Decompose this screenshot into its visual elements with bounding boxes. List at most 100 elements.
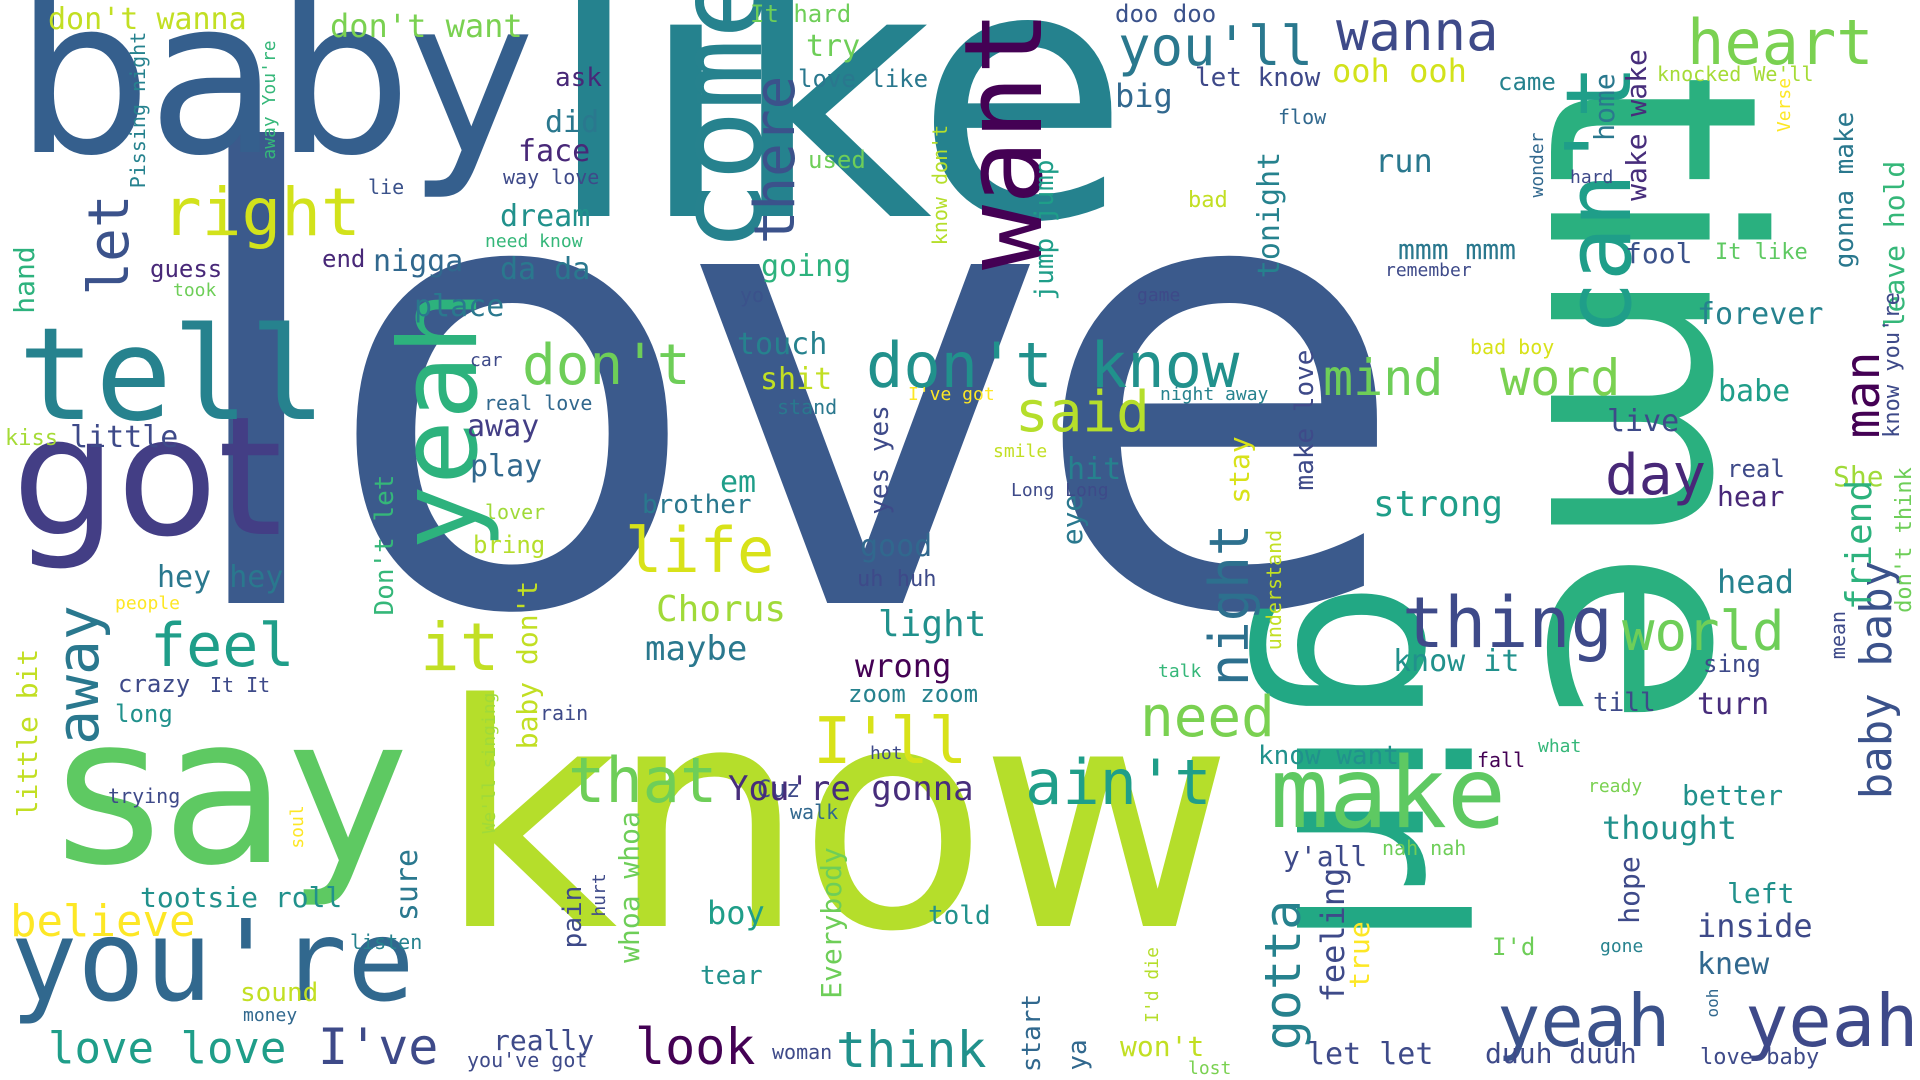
word-remember: remember: [1385, 260, 1472, 281]
word-ive-got: I've got: [908, 384, 995, 405]
word-yes-yes: yes yes: [865, 405, 895, 515]
word-hope: hope: [1613, 856, 1646, 924]
word-that: that: [568, 744, 718, 817]
word-wonder: wonder: [1527, 132, 1548, 198]
word-said: said: [1015, 380, 1150, 445]
word-smile: smile: [993, 441, 1048, 462]
word-doo-doo: doo doo: [1115, 0, 1217, 28]
word-away-1: away: [44, 605, 112, 745]
word-right: right: [162, 174, 361, 251]
word-duuh-duuh: duuh duuh: [1485, 1037, 1637, 1070]
word-lost: lost: [1188, 1058, 1232, 1079]
word-know-youre: know you're: [1880, 292, 1905, 438]
word-let-know: let know: [1195, 63, 1321, 93]
word-youre-gonna: You're gonna: [728, 769, 974, 809]
word-walk: walk: [790, 800, 839, 824]
word-word: word: [1500, 349, 1621, 407]
word-nah-nah: nah nah: [1382, 836, 1467, 860]
word-people: people: [115, 593, 181, 614]
word-used: used: [808, 146, 866, 174]
word-eye: eye: [1056, 494, 1089, 546]
word-uh-huh: uh huh: [857, 567, 937, 592]
word-ill: I'll: [813, 705, 968, 779]
word-heart: heart: [1687, 6, 1874, 79]
word-youll: you'll: [1118, 15, 1314, 78]
word-yeah-3: yeah: [1745, 979, 1919, 1063]
word-bad: bad: [1188, 188, 1228, 213]
word-fall: fall: [1477, 748, 1526, 772]
word-really: really: [493, 1024, 595, 1057]
word-dont-want: don't want: [330, 7, 523, 45]
word-brother: brother: [642, 490, 752, 520]
word-better: better: [1682, 779, 1784, 812]
word-ive: I've: [318, 1018, 439, 1076]
word-real-love: real love: [484, 391, 593, 415]
word-ooh: ooh: [1703, 988, 1722, 1018]
word-dont-let: Don't let: [370, 474, 400, 616]
word-say: say: [55, 673, 409, 911]
word-make-love: make love: [1290, 349, 1320, 491]
word-baby-dont: baby don't: [511, 580, 544, 750]
word-came: came: [1498, 68, 1556, 96]
word-know-dont: know don't: [928, 124, 952, 246]
word-mind: mind: [1323, 349, 1444, 407]
word-kiss: kiss: [5, 426, 58, 451]
word-youve-got: you've got: [467, 1048, 588, 1072]
word-understand: understand: [1262, 529, 1286, 651]
word-sure: sure: [390, 848, 425, 922]
word-turn: turn: [1697, 687, 1770, 722]
word-did: did: [545, 105, 600, 140]
word-youre: you're: [10, 897, 415, 1027]
word-big: big: [1115, 77, 1173, 115]
word-jump-jump: jump jump: [1030, 159, 1060, 301]
word-touch: touch: [737, 327, 828, 362]
word-gone: gone: [1600, 936, 1644, 957]
word-long: long: [115, 700, 173, 728]
word-love-love: love love: [48, 1023, 287, 1074]
word-know: know: [438, 639, 1233, 1000]
word-going: going: [761, 249, 852, 284]
word-em: em: [720, 465, 757, 500]
word-let: let: [77, 194, 142, 296]
word-id-die: I'd die: [1142, 947, 1163, 1023]
word-shit: shit: [760, 362, 833, 397]
word-baby: baby: [15, 0, 535, 203]
word-like: like: [545, 0, 1130, 299]
word-guess: guess: [150, 255, 223, 283]
word-yall: y'all: [1283, 840, 1368, 873]
word-tell: tell: [18, 301, 327, 450]
word-whoa-whoa: whoa whoa: [613, 811, 646, 963]
word-bring: bring: [473, 531, 546, 559]
word-knocked-well: knocked We'll: [1657, 62, 1814, 86]
word-it-it: It It: [210, 673, 271, 697]
word-car: car: [470, 350, 503, 371]
word-long-long: Long Long: [1011, 480, 1109, 501]
word-hear: hear: [1717, 480, 1785, 513]
word-away-2: away: [467, 409, 540, 444]
word-little-bit: little bit: [11, 648, 44, 818]
word-mmm-mmm: mmm mmm: [1398, 233, 1517, 266]
word-aint: ain't: [1025, 746, 1212, 819]
word-what: what: [1538, 736, 1582, 757]
word-dont-know: don't know: [866, 329, 1240, 402]
word-zoom-zoom: zoom zoom: [848, 680, 979, 708]
word-love: love: [170, 29, 1410, 750]
word-dont-think: don't think: [1892, 467, 1917, 613]
word-friend: friend: [1839, 479, 1880, 611]
word-flow: flow: [1278, 105, 1327, 129]
word-sound: sound: [240, 978, 319, 1008]
word-boy: boy: [707, 894, 765, 932]
word-fool: fool: [1625, 237, 1693, 270]
word-night-away: night away: [1160, 384, 1269, 405]
word-thought: thought: [1602, 809, 1737, 847]
word-life: life: [625, 514, 775, 587]
word-got: got: [12, 381, 283, 573]
word-took: took: [173, 280, 217, 301]
word-let-let: let let: [1307, 1037, 1434, 1072]
word-stay: stay: [1223, 436, 1256, 504]
word-try: try: [806, 29, 861, 64]
word-lover: lover: [485, 500, 546, 524]
word-forever: forever: [1697, 297, 1824, 332]
word-gonna-make: gonna make: [1830, 111, 1860, 269]
